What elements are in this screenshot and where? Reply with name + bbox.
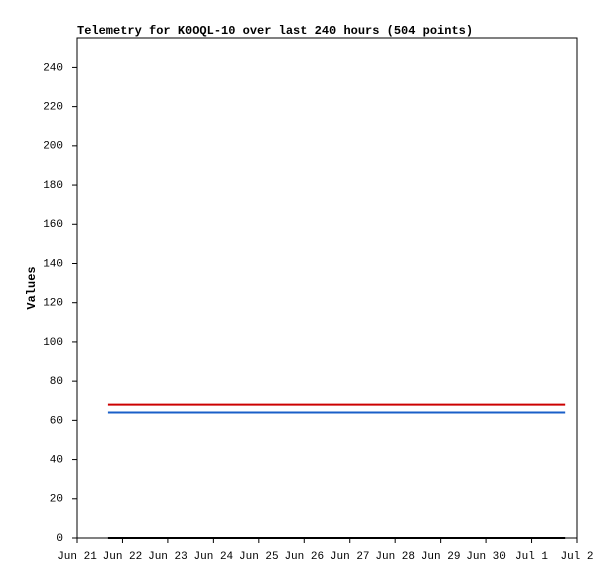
x-tick-label: Jul 1 (515, 551, 548, 563)
y-tick-label: 40 (50, 454, 63, 466)
x-tick-label: Jun 29 (421, 551, 461, 563)
x-tick-label: Jun 23 (148, 551, 188, 563)
x-tick-label: Jun 21 (57, 551, 97, 563)
plot-frame (76, 37, 578, 539)
x-tick-label: Jun 26 (284, 551, 324, 563)
y-tick-label: 240 (43, 62, 63, 74)
y-axis-label: Values (25, 266, 39, 309)
y-tick-label: 100 (43, 337, 63, 349)
x-tick-label: Jun 22 (103, 551, 143, 563)
x-tick-label: Jun 24 (194, 551, 234, 563)
y-tick-label: 220 (43, 102, 63, 114)
y-tick-label: 60 (50, 415, 63, 427)
y-tick-label: 180 (43, 180, 63, 192)
y-tick-label: 200 (43, 141, 63, 153)
x-tick-label: Jun 27 (330, 551, 370, 563)
y-tick-label: 160 (43, 219, 63, 231)
x-tick-label: Jul 2 (560, 551, 593, 563)
y-tick-label: 20 (50, 494, 63, 506)
y-tick-label: 0 (56, 533, 63, 545)
y-tick-label: 120 (43, 298, 63, 310)
x-tick-label: Jun 28 (375, 551, 415, 563)
x-tick-label: Jun 25 (239, 551, 279, 563)
y-tick-label: 80 (50, 376, 63, 388)
chart-title: Telemetry for K0OQL-10 over last 240 hou… (77, 24, 473, 38)
y-tick-label: 140 (43, 258, 63, 270)
x-tick-label: Jun 30 (466, 551, 506, 563)
